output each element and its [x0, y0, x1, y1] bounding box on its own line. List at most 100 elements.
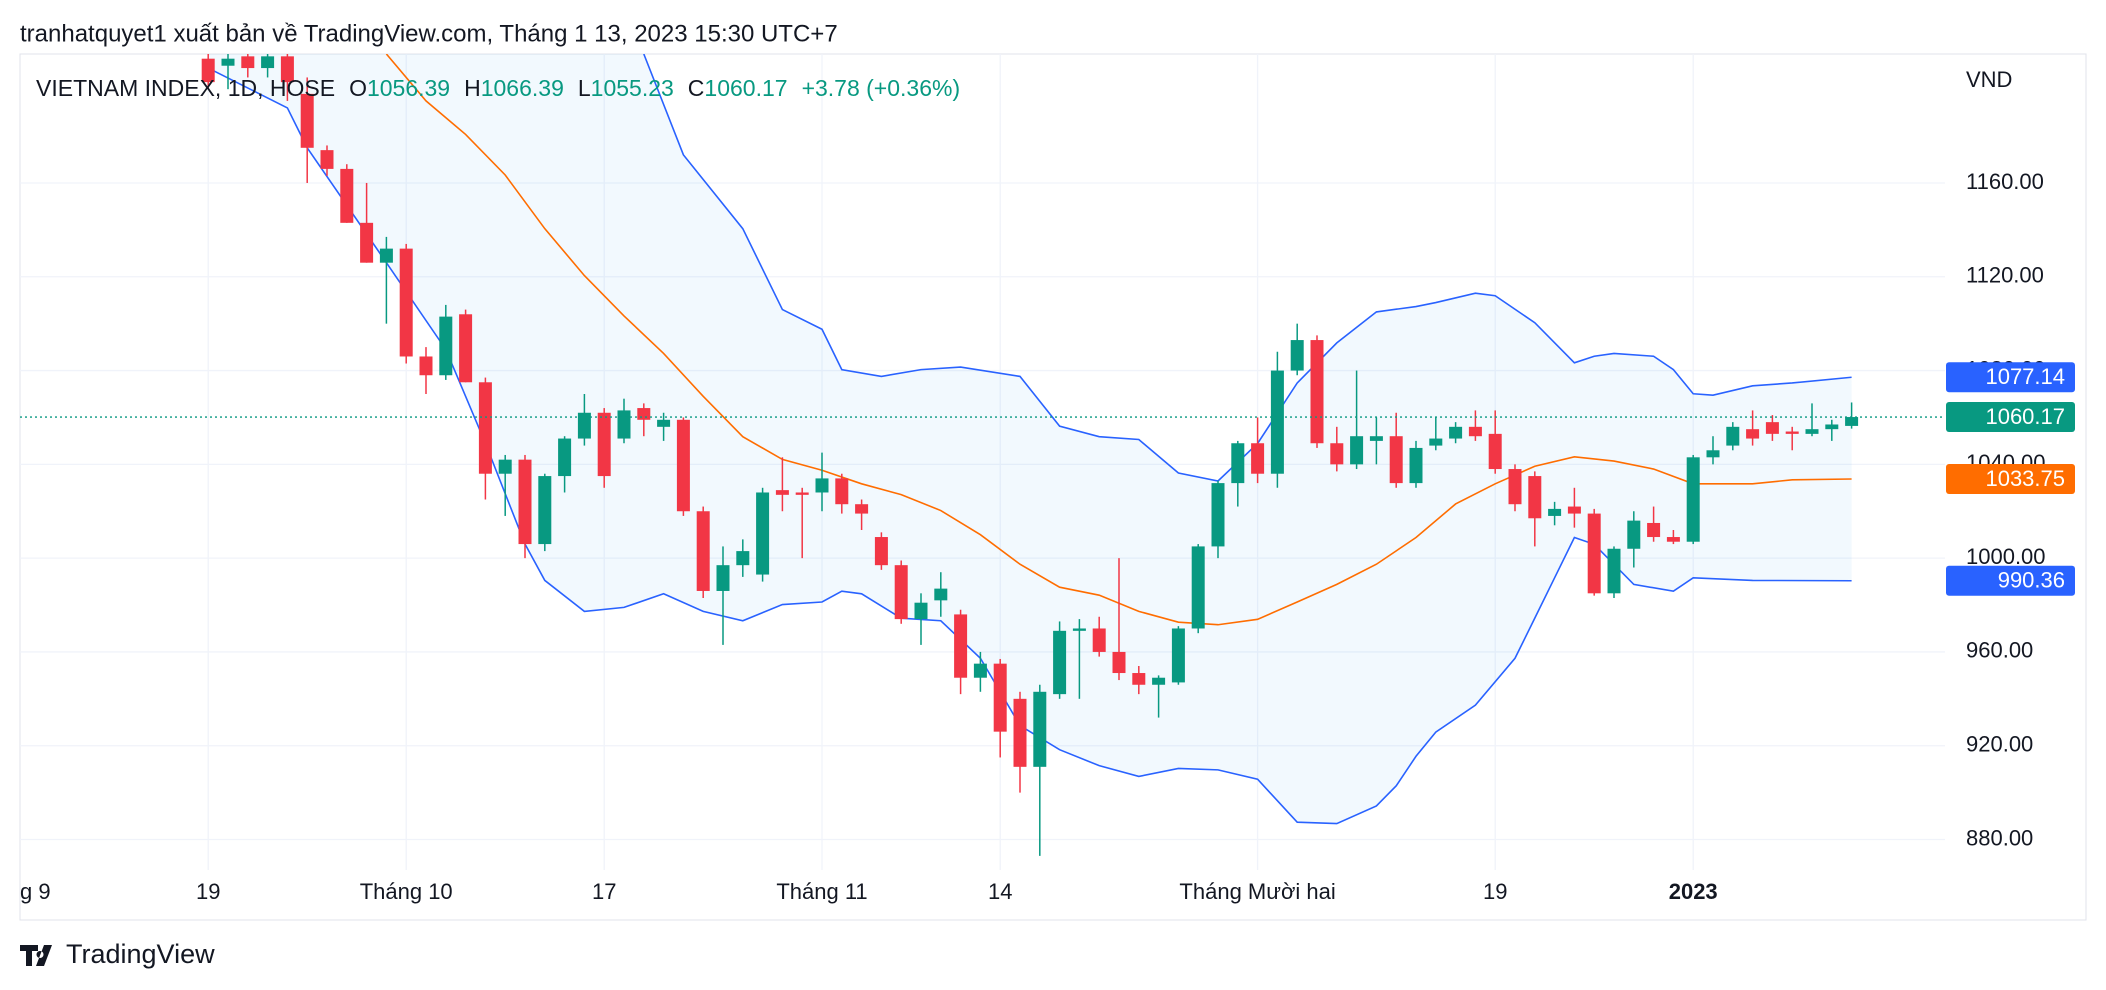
x-tick-label: 2023: [1669, 879, 1718, 904]
y-tick-label: 880.00: [1966, 825, 2033, 850]
candle-body: [1290, 340, 1304, 371]
legend-o: O: [349, 75, 367, 101]
candle-body: [1825, 424, 1839, 430]
candle-body: [973, 663, 987, 678]
candle-body: [1627, 520, 1641, 549]
legend-low: 1055.23: [591, 75, 674, 101]
candle-body: [280, 56, 294, 83]
candle-body: [241, 56, 255, 69]
candle-body: [716, 565, 730, 591]
x-tick-label: 19: [1483, 879, 1507, 904]
candle-body: [1508, 469, 1522, 505]
candle-body: [756, 492, 770, 575]
x-tick-label: g 9: [20, 879, 51, 904]
legend-high: 1066.39: [481, 75, 564, 101]
candle-body: [795, 492, 809, 495]
candle-body: [696, 511, 710, 591]
candle-body: [1191, 546, 1205, 629]
candle-body: [1072, 628, 1086, 631]
candle-body: [419, 356, 433, 376]
candle-body: [1488, 433, 1502, 470]
price-label-box: [1946, 402, 2075, 433]
candle-body: [874, 537, 888, 566]
candle-body: [617, 410, 631, 439]
candle-body: [1152, 677, 1166, 685]
price-label: 1060.17: [1985, 404, 2065, 429]
y-tick-label: 1160.00: [1966, 169, 2044, 194]
y-axis-label: VND: [1966, 67, 2012, 92]
x-tick-label: 17: [592, 879, 616, 904]
price-label-box: [1946, 362, 2075, 393]
candle-body: [221, 58, 235, 66]
legend-close: 1060.17: [704, 75, 787, 101]
plot-area: [20, 54, 1945, 856]
footer-brand: TradingView: [66, 939, 215, 969]
y-tick-label: 920.00: [1966, 732, 2033, 757]
candle-body: [736, 551, 750, 566]
candle-body: [954, 614, 968, 678]
candle-body: [518, 459, 532, 545]
candle-body: [835, 478, 849, 505]
candle-body: [1369, 436, 1383, 441]
price-label: 1077.14: [1985, 364, 2065, 389]
footer-logo: [20, 945, 52, 966]
band-line: [385, 54, 1852, 626]
x-tick-label: Tháng Mười hai: [1179, 879, 1335, 904]
candle-body: [1726, 426, 1740, 446]
candle-body: [360, 222, 374, 263]
candle-body: [1548, 508, 1562, 516]
candle-body: [498, 459, 512, 474]
candle-body: [1211, 483, 1225, 547]
candle-body: [1053, 630, 1067, 695]
candle-body: [1270, 370, 1284, 474]
candle-body: [379, 248, 393, 263]
x-tick-label: Tháng 11: [776, 879, 867, 904]
candle-body: [459, 314, 473, 383]
candle-body: [1666, 537, 1680, 542]
candle-body: [1686, 457, 1700, 542]
candle-body: [657, 419, 671, 427]
candle-body: [1647, 522, 1661, 538]
candle-body: [1746, 429, 1760, 439]
candle-body: [1350, 436, 1364, 465]
header-title: tranhatquyet1 xuất bản về TradingView.co…: [20, 20, 838, 47]
candle-body: [1587, 513, 1601, 594]
candle-body: [676, 419, 690, 512]
y-tick-label: 1000.00: [1966, 544, 2046, 569]
chart-frame: [19, 53, 2087, 921]
candle-body: [1706, 450, 1720, 458]
candle-body: [300, 93, 314, 148]
candle-body: [993, 663, 1007, 732]
candle-body: [914, 602, 928, 620]
legend-symbol: VIETNAM INDEX, 1D, HOSE: [36, 75, 335, 101]
x-tick-label: 14: [988, 879, 1012, 904]
candle-body: [1033, 691, 1047, 767]
y-tick-label: 960.00: [1966, 638, 2033, 663]
candle-body: [1785, 431, 1799, 434]
candle-body: [1171, 628, 1185, 683]
candle-body: [1251, 443, 1265, 474]
candle-body: [399, 248, 413, 357]
candle-body: [439, 316, 453, 376]
price-label: 990.36: [1998, 568, 2065, 593]
candle-body: [1607, 548, 1621, 594]
candle-body: [894, 565, 908, 620]
candle-body: [775, 490, 789, 495]
candle-body: [340, 168, 354, 223]
price-label: 1033.75: [1985, 466, 2065, 491]
grid: [20, 54, 1945, 870]
candle-body: [1429, 438, 1443, 446]
candle-body: [815, 478, 829, 493]
legend-c: C: [688, 75, 705, 101]
x-tick-label: 19: [196, 879, 220, 904]
candle-body: [1310, 340, 1324, 444]
candle-body: [1092, 628, 1106, 652]
candle-body: [1805, 429, 1819, 434]
candle-body: [1528, 476, 1542, 519]
candle-body: [1567, 506, 1581, 514]
candle-body: [1765, 422, 1779, 434]
candle-body: [1112, 651, 1126, 674]
candle-body: [855, 504, 869, 514]
legend: VIETNAM INDEX, 1D, HOSE O1056.39 H1066.39 L…: [36, 75, 960, 101]
